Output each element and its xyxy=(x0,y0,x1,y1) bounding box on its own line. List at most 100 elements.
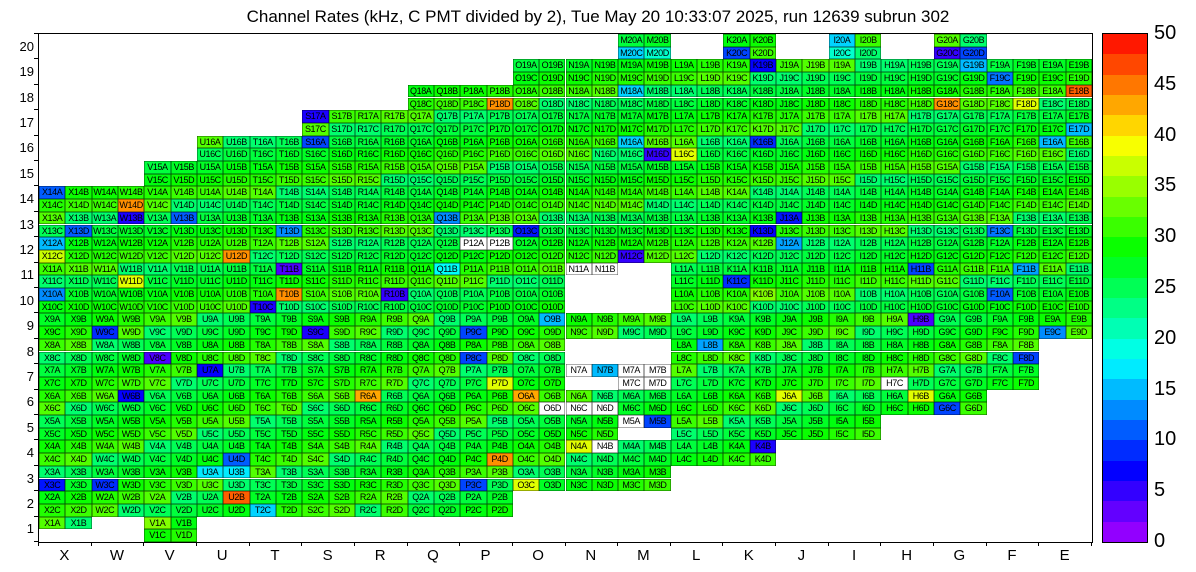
channel-cell: G12B xyxy=(960,237,987,250)
colorbar-band xyxy=(1103,379,1147,400)
channel-cell: N12B xyxy=(591,237,619,250)
channel-cell: J9A xyxy=(776,313,803,327)
channel-cell: K20B xyxy=(749,34,777,47)
channel-cell: Q6C xyxy=(407,402,434,415)
channel-cell: L7A xyxy=(670,364,698,377)
channel-cell: R17B xyxy=(381,110,408,123)
channel-cell: T10A xyxy=(249,288,276,301)
channel-cell: N15D xyxy=(591,173,619,187)
colorbar-band xyxy=(1103,34,1147,55)
channel-cell: O16B xyxy=(539,135,566,149)
channel-cell: S16C xyxy=(302,148,329,161)
channel-cell: I18B xyxy=(855,84,882,98)
channel-cell: E11A xyxy=(1039,262,1066,276)
channel-cell: X8B xyxy=(65,338,92,352)
channel-cell: I13A xyxy=(828,211,856,225)
channel-cell: M18B xyxy=(644,84,671,98)
channel-cell: P8B xyxy=(486,338,513,352)
channel-cell: O9A xyxy=(512,313,540,327)
channel-cell: X4C xyxy=(39,453,66,466)
channel-cell: U15A xyxy=(196,161,224,174)
channel-cell: P18B xyxy=(486,84,513,98)
channel-cell: R15D xyxy=(381,173,408,187)
channel-cell: P16B xyxy=(486,135,513,149)
channel-cell: F14C xyxy=(986,199,1013,212)
channel-cell: S13A xyxy=(302,211,329,225)
x-axis-tick xyxy=(775,542,777,546)
channel-cell: W4D xyxy=(117,453,145,466)
channel-cell: V15A xyxy=(144,161,171,174)
channel-cell: U16B xyxy=(223,135,250,149)
channel-cell: G20D xyxy=(960,46,987,60)
channel-cell: O3C xyxy=(512,478,540,492)
channel-cell: T9B xyxy=(275,313,303,327)
channel-cell: T11B xyxy=(275,262,303,276)
y-axis-tick xyxy=(34,388,38,390)
channel-cell: T3C xyxy=(249,478,276,492)
channel-cell: U14C xyxy=(196,199,224,212)
channel-cell: L16A xyxy=(670,135,698,149)
channel-cell: G10B xyxy=(960,288,987,301)
channel-cell: F17D xyxy=(1013,122,1040,136)
channel-cell: O9B xyxy=(539,313,566,327)
channel-cell: O14C xyxy=(512,199,540,212)
channel-cell: N18A xyxy=(565,84,592,98)
channel-cell: T4A xyxy=(249,440,276,454)
channel-cell: H19B xyxy=(907,59,935,73)
y-axis-tick xyxy=(34,83,38,85)
channel-cell: E14C xyxy=(1039,199,1066,212)
channel-cell: J7B xyxy=(802,364,829,377)
channel-cell: Q17A xyxy=(407,110,434,123)
channel-cell: J8D xyxy=(802,351,829,365)
channel-cell: I14C xyxy=(828,199,856,212)
channel-cell: M6A xyxy=(618,389,645,403)
channel-cell: J7A xyxy=(776,364,803,377)
channel-cell: U7B xyxy=(223,364,250,377)
channel-cell: E9D xyxy=(1065,326,1092,339)
channel-cell: F7D xyxy=(1013,376,1040,390)
channel-cell: O18C xyxy=(512,97,540,111)
channel-cell: Q18A xyxy=(407,84,434,98)
channel-cell: V2A xyxy=(144,491,171,504)
channel-cell: X10A xyxy=(39,288,66,301)
channel-cell: R16D xyxy=(381,148,408,161)
channel-cell: I5B xyxy=(855,415,882,428)
channel-cell: R3D xyxy=(381,478,408,492)
channel-cell: Q14D xyxy=(433,199,461,212)
channel-cell: U11C xyxy=(196,275,224,288)
channel-cell: E12B xyxy=(1065,237,1092,250)
channel-cell: U10B xyxy=(223,288,250,301)
channel-cell: L6C xyxy=(670,402,698,415)
channel-cell: L5B xyxy=(697,415,724,428)
channel-cell: F16D xyxy=(1013,148,1040,161)
channel-cell: O4C xyxy=(512,453,540,466)
channel-cell: O19B xyxy=(539,59,566,73)
channel-cell: P14C xyxy=(460,199,487,212)
channel-cell: H19C xyxy=(881,72,908,85)
channel-cell: X14D xyxy=(65,199,92,212)
channel-cell: N7A xyxy=(565,364,592,377)
channel-cell: X9C xyxy=(39,326,66,339)
x-axis-tick xyxy=(985,542,987,546)
channel-cell: E12C xyxy=(1039,249,1066,263)
channel-cell: G8A xyxy=(934,338,961,352)
channel-cell: N17B xyxy=(591,110,619,123)
channel-cell: G18B xyxy=(960,84,987,98)
y-axis-label: 4 xyxy=(26,445,34,461)
channel-cell: K8C xyxy=(723,351,750,365)
channel-cell: V13A xyxy=(144,211,171,225)
channel-cell: J15D xyxy=(802,173,829,187)
channel-cell: R14A xyxy=(354,186,382,200)
channel-cell: F13B xyxy=(1013,211,1040,225)
channel-cell: S8A xyxy=(302,338,329,352)
channel-cell: O9D xyxy=(539,326,566,339)
channel-cell: U7D xyxy=(223,376,250,390)
channel-cell: O13D xyxy=(539,224,566,238)
channel-cell: K7C xyxy=(723,376,750,390)
channel-cell: T13D xyxy=(275,224,303,238)
channel-cell: N13B xyxy=(591,211,619,225)
channel-cell: K4C xyxy=(723,453,750,466)
channel-cell: G18A xyxy=(934,84,961,98)
channel-cell: P9A xyxy=(460,313,487,327)
channel-cell: H6B xyxy=(907,389,935,403)
